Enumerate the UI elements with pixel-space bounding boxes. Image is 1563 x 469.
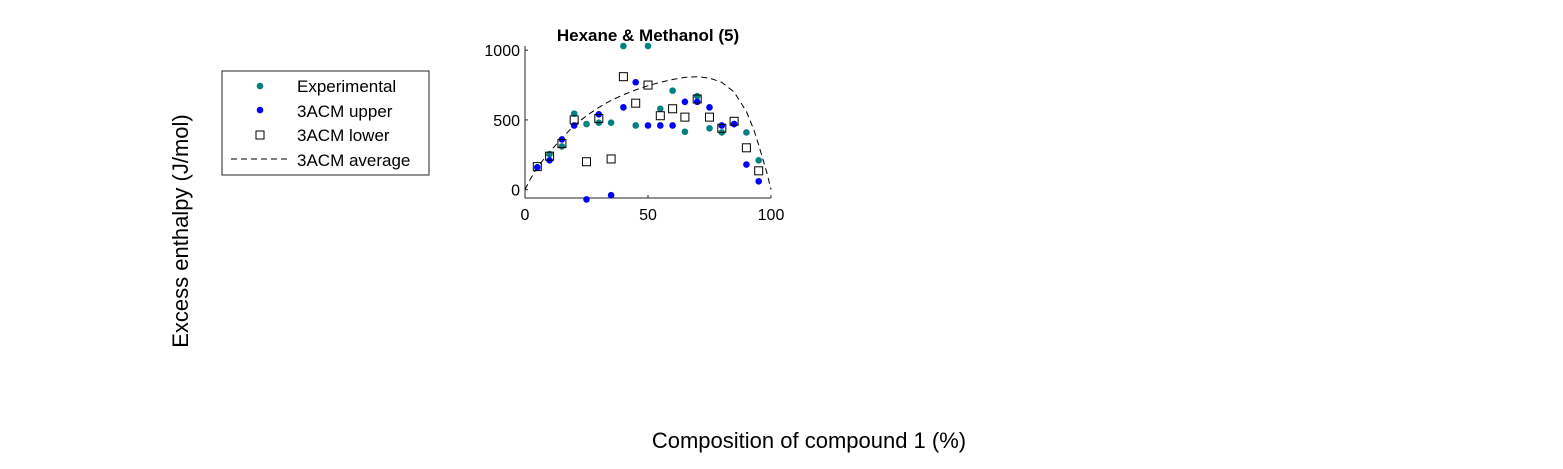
experimental-point <box>743 129 750 136</box>
3acm-lower-point <box>582 157 591 167</box>
3acm-lower-point <box>643 80 653 90</box>
y-axis-label: Excess enthalpy (J/mol) <box>168 114 193 348</box>
3acm-upper-point <box>657 122 664 129</box>
3acm-lower-point <box>557 139 567 149</box>
3acm-lower-point <box>754 166 764 176</box>
experimental-point <box>706 124 713 132</box>
legend-marker-3acm-lower <box>255 130 265 140</box>
series-3acm-lower <box>532 72 764 176</box>
3acm-upper-point <box>743 161 750 168</box>
experimental-point <box>607 119 615 126</box>
x-axis-label: Composition of compound 1 (%) <box>652 428 966 453</box>
3acm-upper-point <box>632 78 639 86</box>
3acm-upper-point <box>607 191 615 199</box>
legend-box <box>221 70 430 176</box>
3acm-upper-point <box>706 104 713 111</box>
legend: Experimental 3ACM upper 3ACM lower 3ACM … <box>221 70 430 176</box>
3acm-average-line <box>524 76 772 190</box>
experimental-point <box>570 110 578 117</box>
y-tick-label: 500 <box>493 113 520 130</box>
experimental-point <box>755 157 762 164</box>
3acm-upper-point <box>669 122 676 129</box>
3acm-lower-point <box>631 98 641 108</box>
3acm-lower-point <box>692 94 702 104</box>
legend-label-3acm-lower: 3ACM lower <box>297 126 390 145</box>
legend-marker-3acm-upper <box>256 106 264 114</box>
3acm-upper-point <box>534 164 541 171</box>
series-3acm-average <box>524 76 772 190</box>
3acm-lower-point <box>532 162 542 172</box>
y-tick-label: 1000 <box>484 43 520 60</box>
experimental-point <box>657 105 664 113</box>
x-tick-label: 0 <box>521 207 530 224</box>
3acm-upper-point <box>620 104 627 111</box>
experimental-point <box>632 122 639 129</box>
3acm-lower-point <box>655 111 665 121</box>
3acm-upper-point <box>644 122 652 129</box>
legend-label-3acm-upper: 3ACM upper <box>297 102 393 121</box>
3acm-lower-point <box>729 116 739 126</box>
3acm-lower-point <box>741 143 751 153</box>
3acm-upper-point <box>583 196 590 203</box>
experimental-point <box>669 87 676 94</box>
series-3acm-upper <box>534 78 762 203</box>
3acm-lower-point <box>717 123 727 133</box>
legend-marker-experimental <box>256 82 264 90</box>
3acm-lower-point <box>606 154 616 164</box>
experimental-point <box>583 120 590 128</box>
3acm-lower-point <box>618 72 628 82</box>
x-tick-label: 50 <box>639 207 657 224</box>
3acm-upper-point <box>681 98 689 106</box>
3acm-upper-point <box>755 177 762 185</box>
3acm-lower-point <box>680 112 690 122</box>
3acm-lower-point <box>668 104 678 114</box>
chart-title: Hexane & Methanol (5) <box>557 26 739 45</box>
y-tick-label: 0 <box>511 183 520 200</box>
legend-label-experimental: Experimental <box>297 77 396 96</box>
x-tick-label: 100 <box>758 207 785 224</box>
experimental-point <box>620 42 627 50</box>
legend-label-3acm-average: 3ACM average <box>297 151 410 170</box>
3acm-lower-point <box>545 151 555 161</box>
3acm-lower-point <box>569 115 579 125</box>
3acm-lower-point <box>594 114 604 124</box>
experimental-point <box>681 128 689 136</box>
series-experimental <box>534 42 762 171</box>
3acm-lower-point <box>705 112 714 122</box>
experimental-point <box>644 42 652 50</box>
